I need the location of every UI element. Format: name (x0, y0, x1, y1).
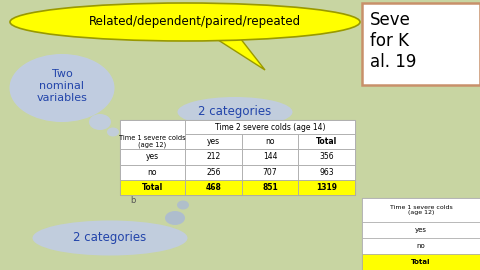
Ellipse shape (10, 54, 115, 122)
Text: 144: 144 (263, 152, 277, 161)
Text: Two
nominal
variables: Two nominal variables (36, 69, 87, 103)
Ellipse shape (107, 127, 119, 137)
Bar (362, 222, 480, 238)
Ellipse shape (229, 136, 241, 144)
Text: yes: yes (146, 152, 159, 161)
Bar (120, 149, 185, 164)
Bar (185, 164, 241, 180)
Bar (362, 254, 480, 270)
Text: Total: Total (411, 259, 431, 265)
Bar (299, 164, 355, 180)
Bar (299, 149, 355, 164)
Bar (362, 3, 480, 85)
Text: Seve
for K
al. 19: Seve for K al. 19 (370, 11, 416, 70)
Text: 963: 963 (319, 168, 334, 177)
Bar (120, 120, 355, 195)
Bar (185, 120, 355, 134)
Bar (185, 180, 241, 195)
Bar (362, 198, 480, 270)
Ellipse shape (177, 201, 189, 210)
Text: Time 2 severe colds (age 14): Time 2 severe colds (age 14) (215, 123, 325, 131)
Ellipse shape (89, 114, 111, 130)
Text: 851: 851 (262, 183, 278, 192)
Text: b: b (130, 196, 135, 205)
Text: 1319: 1319 (316, 183, 337, 192)
Ellipse shape (33, 221, 188, 255)
Text: 707: 707 (263, 168, 277, 177)
Text: 2 categories: 2 categories (198, 106, 272, 119)
Ellipse shape (10, 3, 360, 41)
Text: no: no (265, 137, 275, 146)
Text: Total: Total (316, 137, 337, 146)
Text: 468: 468 (205, 183, 221, 192)
Bar (362, 238, 480, 254)
Bar (241, 134, 299, 149)
Text: yes: yes (207, 137, 220, 146)
Bar (120, 120, 185, 149)
Text: 2 categories: 2 categories (73, 231, 146, 245)
Text: Time 1 severe colds
(age 12): Time 1 severe colds (age 12) (119, 135, 186, 148)
Bar (299, 134, 355, 149)
Text: 356: 356 (319, 152, 334, 161)
Text: 212: 212 (206, 152, 220, 161)
Bar (120, 180, 185, 195)
Bar (362, 198, 480, 222)
Bar (185, 134, 241, 149)
Bar (299, 180, 355, 195)
Bar (120, 164, 185, 180)
Text: Total: Total (142, 183, 163, 192)
Text: 256: 256 (206, 168, 221, 177)
Bar (241, 180, 299, 195)
Bar (241, 149, 299, 164)
Bar (185, 149, 241, 164)
Text: Related/dependent/paired/repeated: Related/dependent/paired/repeated (89, 15, 301, 29)
Text: no: no (417, 243, 425, 249)
Ellipse shape (225, 124, 245, 136)
Bar (241, 164, 299, 180)
Polygon shape (215, 38, 265, 70)
Text: no: no (148, 168, 157, 177)
Text: Time 1 severe colds
(age 12): Time 1 severe colds (age 12) (390, 205, 452, 215)
Ellipse shape (178, 97, 292, 127)
Ellipse shape (165, 211, 185, 225)
Text: yes: yes (415, 227, 427, 233)
